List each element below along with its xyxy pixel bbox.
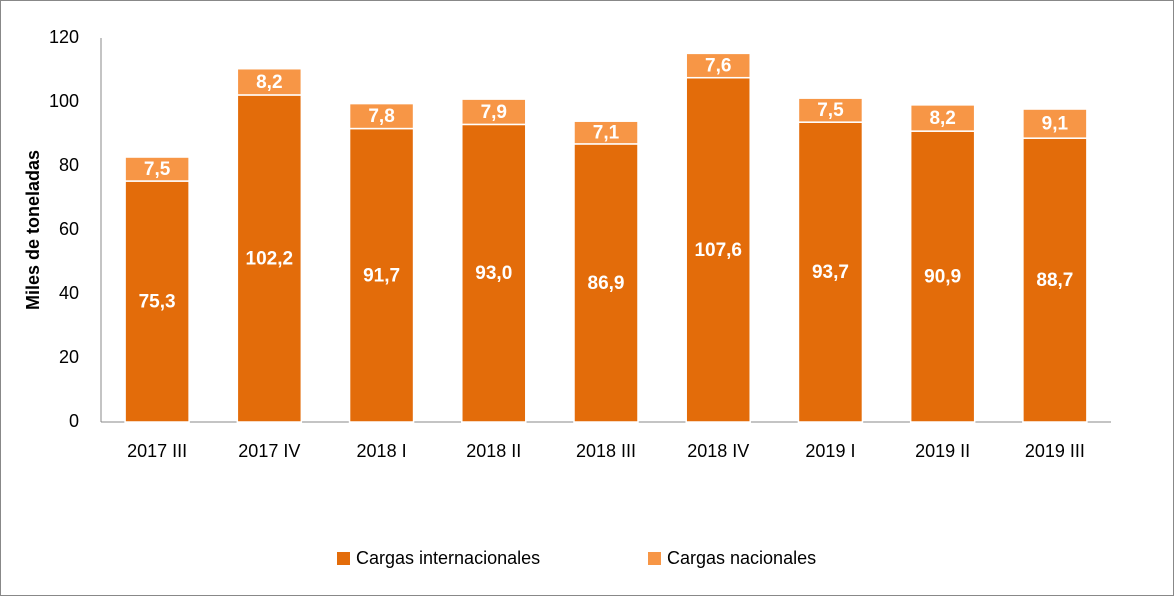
data-label: 7,5 xyxy=(817,100,844,121)
legend-label: Cargas nacionales xyxy=(667,548,816,568)
data-label: 9,1 xyxy=(1042,114,1069,135)
y-tick-label: 40 xyxy=(59,283,79,303)
data-label: 86,9 xyxy=(588,273,625,294)
bar-segment xyxy=(1022,108,1088,139)
y-tick-label: 60 xyxy=(59,219,79,239)
bar-segment xyxy=(348,102,415,130)
bar-segment xyxy=(573,120,639,145)
y-tick-label: 20 xyxy=(59,347,79,367)
bar-segment xyxy=(461,123,527,423)
bar-segment xyxy=(909,104,976,132)
data-label: 8,2 xyxy=(256,72,282,93)
x-tick-label: 2018 I xyxy=(357,441,407,461)
bar-segment xyxy=(461,98,527,126)
x-tick-label: 2017 III xyxy=(127,441,187,461)
data-label: 93,7 xyxy=(812,262,849,283)
data-label: 91,7 xyxy=(363,265,400,286)
data-label: 7,6 xyxy=(705,56,731,77)
data-label: 88,7 xyxy=(1036,270,1073,291)
bar-segment xyxy=(236,67,303,96)
y-axis-label: Miles de toneladas xyxy=(23,150,43,310)
y-tick-label: 120 xyxy=(49,27,79,47)
data-label: 7,8 xyxy=(368,106,394,127)
legend-swatch xyxy=(648,552,661,565)
x-tick-label: 2019 II xyxy=(915,441,970,461)
bar-segment xyxy=(909,130,976,423)
x-tick-label: 2019 III xyxy=(1025,441,1085,461)
bar-segment xyxy=(348,127,415,423)
data-label: 107,6 xyxy=(694,240,742,261)
y-tick-label: 100 xyxy=(49,91,79,111)
y-tick-label: 0 xyxy=(69,411,79,431)
bar-segment xyxy=(236,94,303,423)
x-tick-label: 2019 I xyxy=(805,441,855,461)
bar-segment xyxy=(685,52,751,79)
bar-segment xyxy=(685,76,751,423)
data-label: 7,1 xyxy=(593,123,620,144)
legend-label: Cargas internacionales xyxy=(356,548,540,568)
x-tick-label: 2018 IV xyxy=(687,441,749,461)
bar-segment xyxy=(797,121,864,423)
data-label: 7,5 xyxy=(144,159,171,180)
x-tick-label: 2018 II xyxy=(466,441,521,461)
x-tick-label: 2017 IV xyxy=(238,441,300,461)
data-label: 93,0 xyxy=(475,263,512,284)
bar-segment xyxy=(124,156,190,182)
data-label: 102,2 xyxy=(246,248,294,269)
legend-swatch xyxy=(337,552,350,565)
bar-segment xyxy=(1022,137,1088,423)
x-tick-label: 2018 III xyxy=(576,441,636,461)
data-label: 75,3 xyxy=(139,292,176,313)
data-label: 7,9 xyxy=(481,102,507,123)
y-tick-label: 80 xyxy=(59,155,79,175)
data-label: 8,2 xyxy=(929,108,955,129)
data-label: 90,9 xyxy=(924,267,961,288)
bar-segment xyxy=(797,97,864,123)
